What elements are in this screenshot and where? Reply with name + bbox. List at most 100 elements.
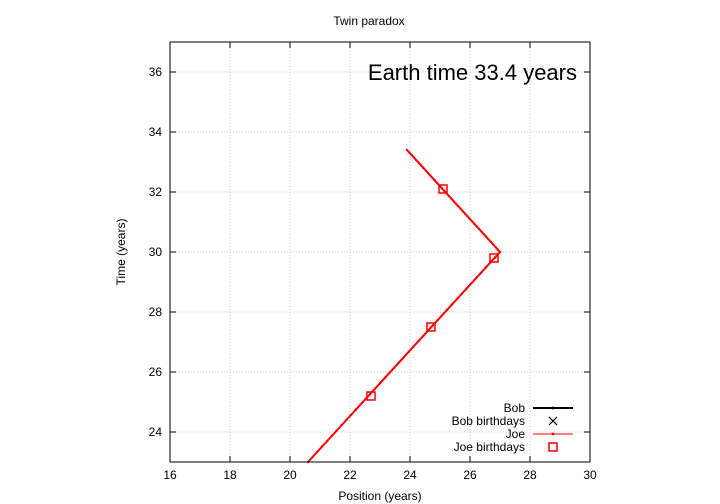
x-tick-label: 28	[523, 468, 537, 482]
legend-label-joe: Joe	[506, 427, 526, 441]
joe-birthday-marker	[426, 322, 436, 332]
joe-point	[456, 204, 460, 208]
joe-point	[446, 308, 449, 311]
joe-point	[408, 151, 411, 154]
joe-point	[465, 287, 468, 290]
x-tick-label: 24	[403, 468, 417, 482]
joe-point	[436, 319, 439, 322]
joe-point	[436, 181, 439, 185]
x-tick-label: 16	[163, 468, 177, 482]
joe-point	[475, 225, 478, 228]
joe-point	[477, 227, 481, 231]
joe-point	[431, 176, 434, 180]
joe-point	[449, 197, 453, 200]
legend-label-bob: Bob	[504, 401, 526, 415]
joe-point	[452, 199, 455, 203]
joe-point	[455, 298, 458, 301]
legend: Bob Bob birthdays Joe Joe birthdays	[452, 401, 573, 454]
joe-point	[496, 248, 499, 251]
joe-point	[443, 189, 446, 192]
legend-label-bob-birthdays: Bob birthdays	[452, 414, 525, 428]
joe-point	[440, 187, 444, 190]
joe-point	[415, 159, 418, 162]
joe-point	[480, 230, 483, 233]
x-axis-ticks: 16 18 20 22 24 26 28 30	[163, 42, 597, 482]
joe-point	[482, 232, 485, 236]
joe-point	[460, 292, 463, 296]
joe-point	[417, 340, 420, 343]
joe-point	[412, 156, 416, 159]
joe-point	[484, 266, 487, 269]
joe-point	[489, 240, 492, 243]
joe-point	[424, 169, 427, 172]
joe-point	[491, 243, 495, 246]
joe-point	[364, 397, 367, 401]
joe-point	[473, 222, 476, 226]
joe-point	[459, 207, 462, 210]
y-axis-ticks: 24 26 28 30 32 34 36	[149, 65, 590, 439]
y-tick-label: 30	[149, 245, 163, 259]
chart-title: Twin paradox	[333, 14, 404, 28]
joe-point	[378, 382, 382, 385]
joe-point	[340, 424, 343, 427]
legend-swatch-bob-point	[551, 406, 555, 410]
joe-point	[369, 392, 372, 395]
joe-point	[463, 212, 467, 215]
joe-point	[454, 202, 458, 205]
legend-swatch-bob-birthdays	[548, 416, 558, 426]
y-tick-label: 26	[149, 365, 163, 379]
y-tick-label: 32	[149, 185, 163, 199]
joe-point	[316, 450, 319, 453]
joe-birthday-marker	[489, 253, 499, 263]
joe-point	[402, 355, 406, 359]
joe-point	[412, 345, 415, 348]
y-tick-label: 28	[149, 305, 163, 319]
joe-point	[431, 324, 434, 327]
y-tick-label: 36	[149, 65, 163, 79]
joe-point	[468, 217, 471, 221]
joe-point	[487, 238, 490, 241]
joe-point	[470, 282, 473, 285]
y-axis-label: Time (years)	[114, 219, 128, 286]
joe-point	[398, 361, 401, 364]
joe-point	[405, 148, 409, 152]
y-tick-label: 34	[149, 125, 163, 139]
joe-point	[374, 387, 377, 390]
x-tick-label: 22	[343, 468, 357, 482]
x-axis-label: Position (years)	[338, 489, 421, 503]
x-tick-label: 18	[223, 468, 237, 482]
joe-point	[419, 164, 423, 167]
joe-point	[433, 179, 437, 182]
joe-point	[393, 366, 396, 369]
joe-point	[311, 455, 314, 458]
joe-point	[447, 194, 451, 198]
legend-swatch-joe-point	[551, 432, 555, 436]
joe-point	[388, 371, 391, 374]
joe-point	[461, 210, 464, 213]
joe-point	[350, 413, 353, 416]
joe-point	[410, 153, 413, 157]
x-tick-label: 26	[463, 468, 477, 482]
x-tick-label: 30	[583, 468, 597, 482]
joe-point	[450, 303, 454, 306]
joe-point	[383, 376, 386, 380]
joe-point	[429, 174, 432, 177]
joe-point	[484, 235, 488, 238]
joe-point	[359, 403, 362, 406]
joe-point	[422, 334, 425, 338]
joe-point	[345, 418, 348, 422]
grid	[170, 42, 590, 462]
joe-point	[494, 256, 497, 259]
legend-label-joe-birthdays: Joe birthdays	[454, 440, 525, 454]
joe-point	[354, 408, 358, 411]
joe-point	[326, 439, 329, 443]
joe-point	[426, 171, 430, 175]
joe-point	[474, 277, 478, 280]
joe-birthdays-series	[366, 184, 499, 401]
earth-time-annotation: Earth time 33.4 years	[368, 60, 577, 85]
joe-point	[417, 161, 420, 164]
joe-point	[422, 166, 425, 170]
joe-point	[498, 250, 502, 254]
joe-point	[321, 445, 324, 448]
